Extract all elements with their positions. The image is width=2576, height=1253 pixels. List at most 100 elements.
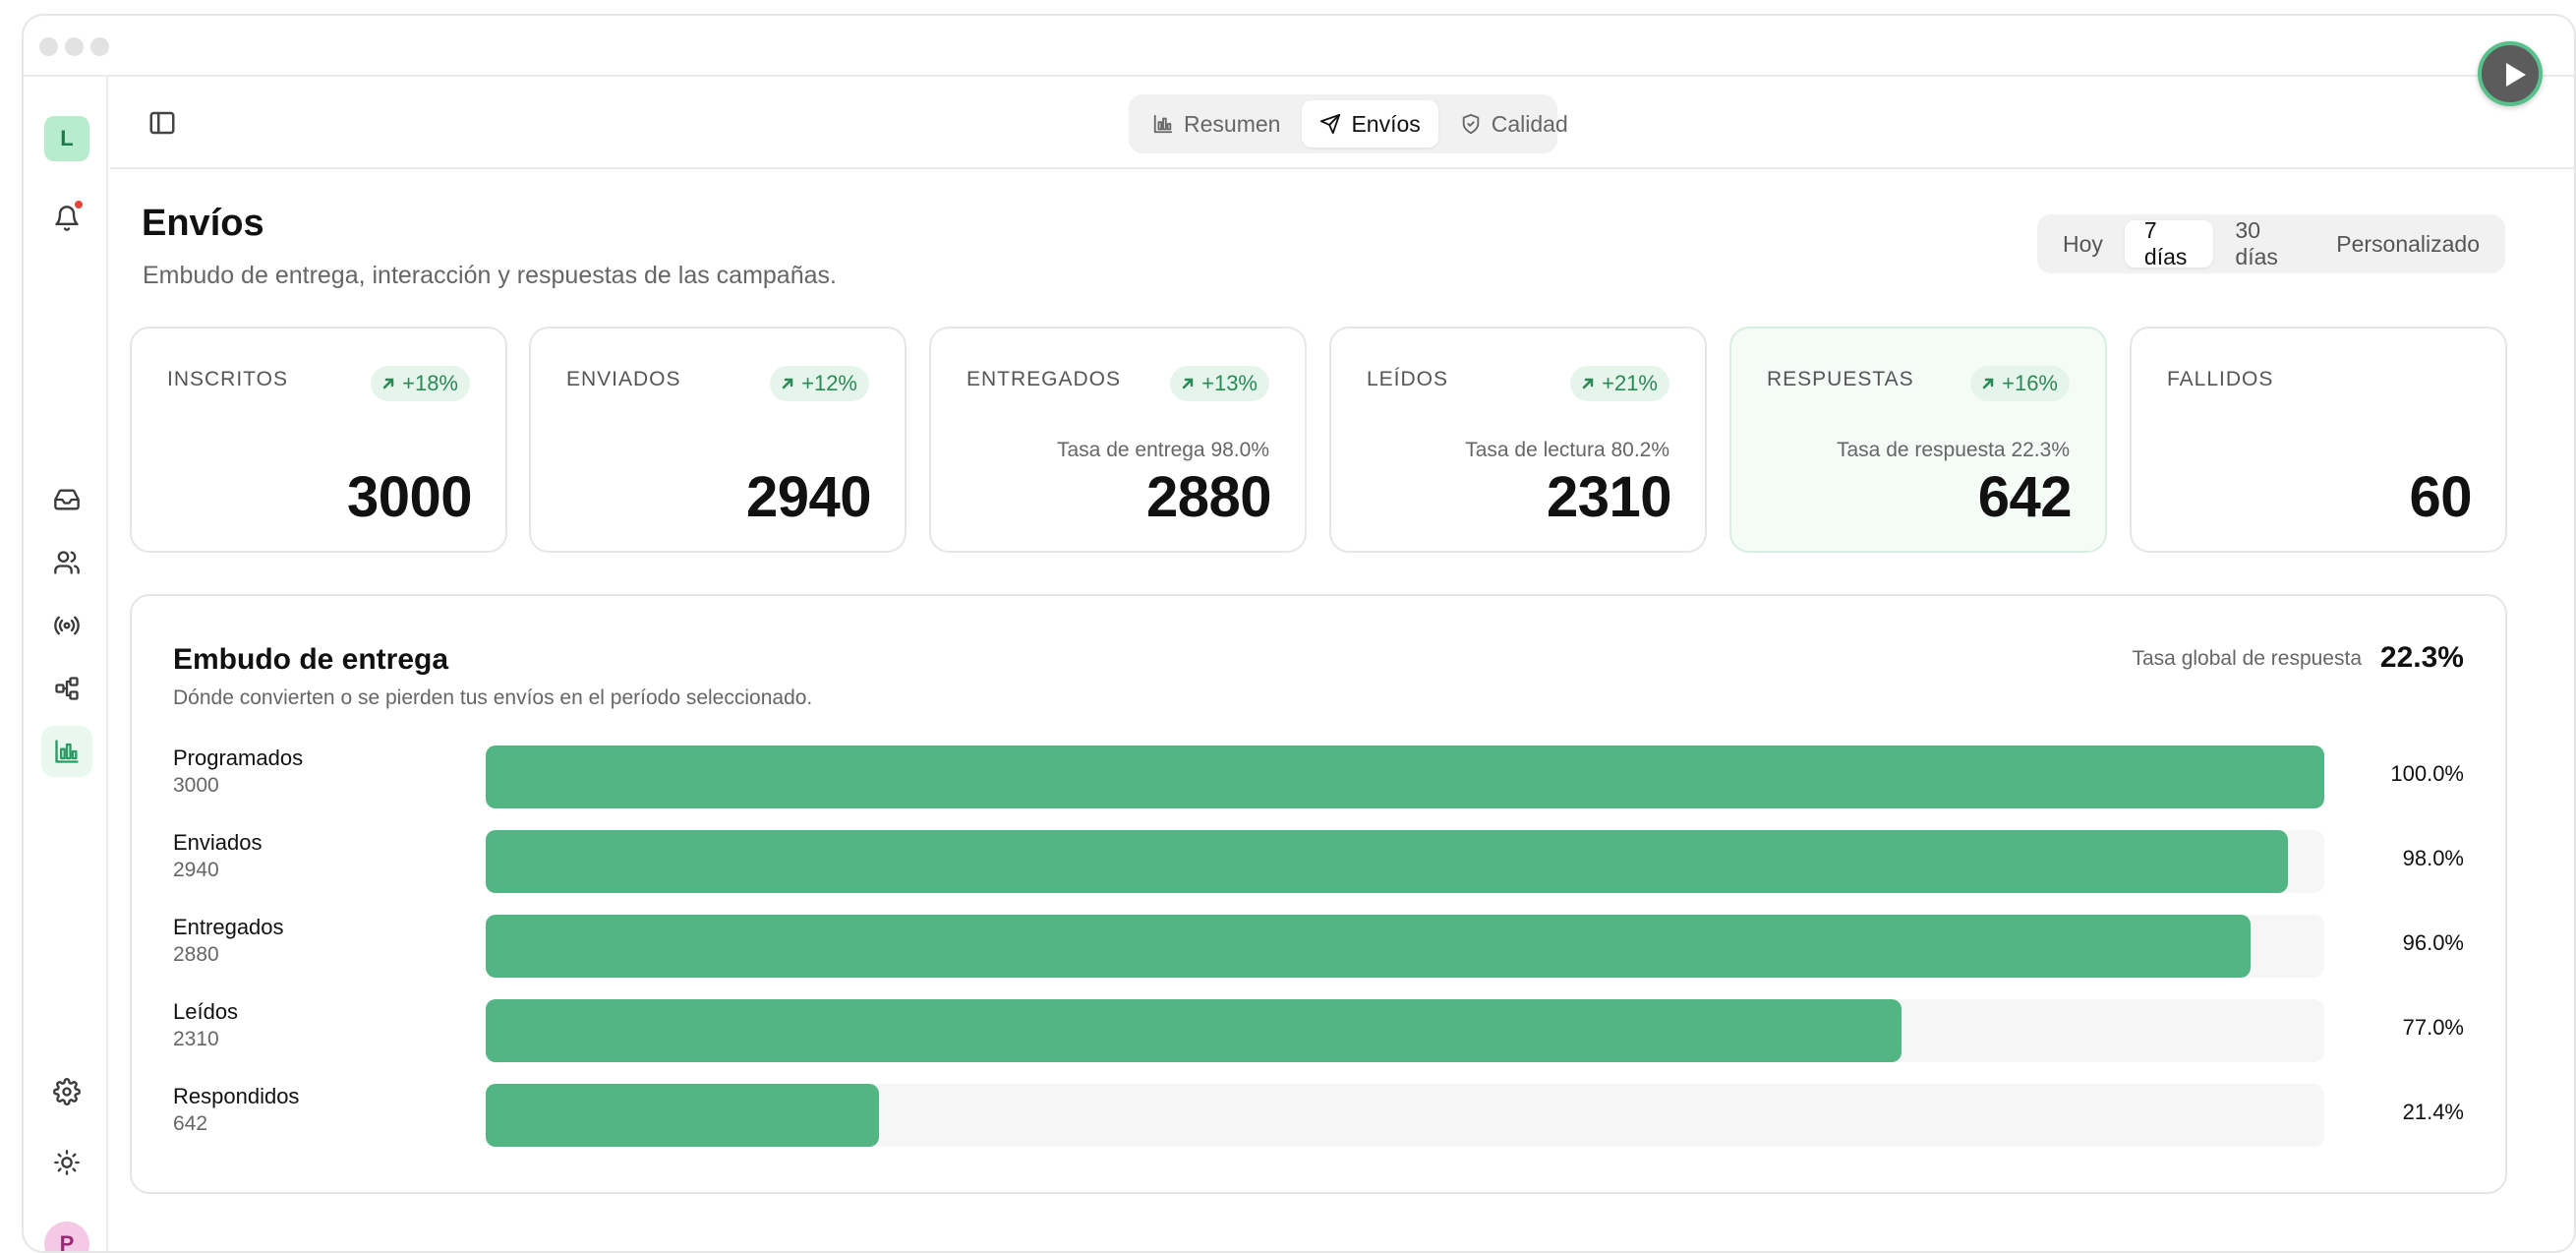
funnel-bar-track	[486, 915, 2324, 978]
kpi-rate: Tasa de entrega 98.0%	[1057, 439, 1269, 461]
range-personalizado[interactable]: Personalizado	[2336, 230, 2480, 257]
users-icon	[54, 551, 80, 574]
toggle-sidebar-button[interactable]	[147, 108, 177, 138]
arrow-up-right-icon	[382, 378, 394, 389]
trend-value: +12%	[801, 371, 857, 395]
inbox-icon	[54, 489, 80, 510]
global-rate-value: 22.3%	[2379, 641, 2464, 674]
funnel-stage-name: Entregados	[173, 915, 284, 939]
funnel-row-leidos: Leídos 2310 77.0%	[132, 995, 2505, 1064]
bar-chart-icon	[1153, 114, 1173, 134]
trend-badge: +13%	[1170, 366, 1269, 401]
shield-check-icon	[1462, 113, 1480, 135]
funnel-stage-count: 3000	[173, 774, 219, 797]
play-icon	[2506, 63, 2526, 87]
trend-value: +16%	[2002, 371, 2058, 395]
tab-label: Resumen	[1184, 110, 1281, 137]
tab-calidad[interactable]: Calidad	[1442, 100, 1586, 148]
funnel-bar-track	[486, 999, 2324, 1062]
window-maximize-dot[interactable]	[90, 37, 109, 56]
theme-toggle[interactable]	[41, 1137, 92, 1188]
kpi-label: RESPUESTAS	[1767, 368, 1914, 390]
funnel-stage-count: 642	[173, 1112, 208, 1135]
sidebar-item-contacts[interactable]	[41, 537, 92, 588]
funnel-stage-percent: 21.4%	[2402, 1100, 2464, 1124]
funnel-bar-track	[486, 1084, 2324, 1147]
trend-value: +13%	[1201, 371, 1258, 395]
bar-chart-icon	[55, 740, 79, 763]
funnel-bar-fill	[486, 746, 2324, 808]
range-30-dias[interactable]: 30 días	[2235, 217, 2278, 269]
tab-resumen[interactable]: Resumen	[1135, 100, 1298, 148]
funnel-row-respondidos: Respondidos 642 21.4%	[132, 1080, 2505, 1149]
play-button[interactable]	[2478, 41, 2543, 106]
sidebar-item-settings[interactable]	[41, 1066, 92, 1117]
sidebar-item-analytics[interactable]	[41, 726, 92, 777]
tab-envios[interactable]: Envíos	[1302, 100, 1438, 148]
funnel-stage-percent: 100.0%	[2390, 761, 2464, 786]
kpi-rate: Tasa de lectura 80.2%	[1465, 439, 1669, 461]
tab-label: Envíos	[1351, 110, 1421, 137]
funnel-stage-percent: 77.0%	[2402, 1015, 2464, 1040]
trend-badge: +16%	[1970, 366, 2070, 401]
workspace-avatar[interactable]: L	[44, 116, 89, 161]
kpi-card-leidos[interactable]: LEÍDOS +21% Tasa de lectura 80.2% 2310	[1329, 327, 1707, 553]
user-avatar[interactable]: P	[44, 1222, 89, 1251]
kpi-value: 2310	[1546, 465, 1672, 529]
kpi-cards: INSCRITOS +18% 3000 ENVIADOS +12% 2940 E…	[130, 327, 2507, 555]
range-hoy[interactable]: Hoy	[2063, 230, 2103, 257]
send-icon	[1320, 113, 1341, 135]
arrow-up-right-icon	[1182, 378, 1194, 389]
trend-badge: +12%	[770, 366, 869, 401]
kpi-card-inscritos[interactable]: INSCRITOS +18% 3000	[130, 327, 507, 553]
top-bar: Resumen Envíos Calidad	[110, 77, 2574, 169]
arrow-up-right-icon	[1982, 378, 1994, 389]
kpi-label: LEÍDOS	[1367, 368, 1449, 390]
window-close-dot[interactable]	[39, 37, 58, 56]
kpi-label: INSCRITOS	[167, 368, 288, 390]
funnel-subtitle: Dónde convierten o se pierden tus envíos…	[173, 686, 813, 709]
sidebar: L P	[24, 77, 108, 1251]
broadcast-icon	[54, 616, 80, 635]
sun-icon	[54, 1150, 80, 1175]
kpi-label: ENVIADOS	[566, 368, 681, 390]
funnel-stage-name: Respondidos	[173, 1084, 300, 1108]
sidebar-item-inbox[interactable]	[41, 474, 92, 525]
kpi-card-enviados[interactable]: ENVIADOS +12% 2940	[529, 327, 907, 553]
funnel-bar-track	[486, 746, 2324, 808]
funnel-stage-count: 2940	[173, 859, 219, 881]
funnel-stage-percent: 96.0%	[2402, 930, 2464, 955]
funnel-stage-name: Programados	[173, 746, 304, 770]
sidebar-item-flows[interactable]	[41, 663, 92, 714]
bell-icon	[55, 206, 79, 231]
title-bar	[24, 16, 2574, 77]
kpi-value: 2940	[745, 465, 872, 529]
kpi-value: 2880	[1145, 465, 1272, 529]
global-rate-label: Tasa global de respuesta	[2132, 647, 2363, 670]
arrow-up-right-icon	[782, 378, 793, 389]
range-7-dias[interactable]: 7 días	[2124, 217, 2214, 269]
kpi-value: 642	[1977, 465, 2073, 529]
funnel-row-entregados: Entregados 2880 96.0%	[132, 911, 2505, 980]
funnel-bar-fill	[486, 1084, 880, 1147]
notifications-button[interactable]	[41, 193, 92, 244]
kpi-value: 3000	[346, 465, 473, 529]
funnel-stage-count: 2310	[173, 1028, 219, 1050]
funnel-bar-track	[486, 830, 2324, 893]
sidebar-panel-icon	[149, 111, 175, 135]
kpi-card-fallidos[interactable]: FALLIDOS 60	[2130, 327, 2507, 553]
trend-value: +18%	[402, 371, 458, 395]
delivery-funnel-panel: Embudo de entrega Dónde convierten o se …	[130, 594, 2507, 1194]
kpi-label: FALLIDOS	[2167, 368, 2274, 390]
funnel-stage-count: 2880	[173, 943, 219, 966]
kpi-card-entregados[interactable]: ENTREGADOS +13% Tasa de entrega 98.0% 28…	[929, 327, 1307, 553]
sidebar-item-broadcast[interactable]	[41, 600, 92, 651]
page-title: Envíos	[142, 203, 264, 244]
arrow-up-right-icon	[1582, 378, 1594, 389]
page-subtitle: Embudo de entrega, interacción y respues…	[143, 262, 837, 289]
window-minimize-dot[interactable]	[65, 37, 84, 56]
kpi-card-respuestas[interactable]: RESPUESTAS +16% Tasa de respuesta 22.3% …	[1729, 327, 2107, 553]
trend-badge: +21%	[1570, 366, 1669, 401]
funnel-bar-fill	[486, 999, 1902, 1062]
funnel-title: Embudo de entrega	[173, 643, 449, 676]
